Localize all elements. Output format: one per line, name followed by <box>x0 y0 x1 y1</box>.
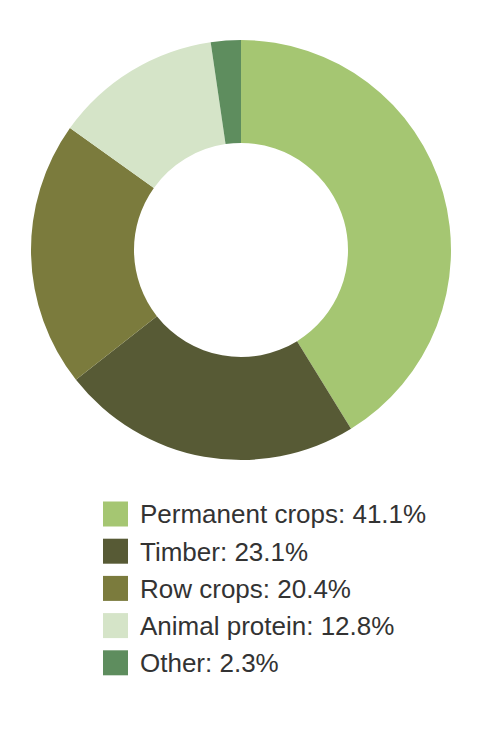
legend-swatch <box>103 650 128 675</box>
legend-label: Row crops: 20.4% <box>140 574 351 604</box>
legend-label: Other: 2.3% <box>140 648 279 678</box>
legend-swatch <box>103 613 128 638</box>
legend-swatch <box>103 539 128 564</box>
legend-label: Timber: 23.1% <box>140 537 308 567</box>
legend: Permanent crops: 41.1% Timber: 23.1% Row c… <box>103 499 426 678</box>
legend-label: Animal protein: 12.8% <box>140 611 394 641</box>
legend-entry: Animal protein: 12.8% <box>103 611 394 641</box>
legend-entry: Other: 2.3% <box>103 648 279 678</box>
legend-entry: Permanent crops: 41.1% <box>103 499 426 529</box>
chart: Permanent crops: 41.1% Timber: 23.1% Row c… <box>0 0 480 736</box>
legend-label: Permanent crops: 41.1% <box>140 499 426 529</box>
legend-entry: Timber: 23.1% <box>103 537 308 567</box>
slices <box>31 40 451 460</box>
legend-entry: Row crops: 20.4% <box>103 574 351 604</box>
slice <box>70 42 226 188</box>
slice <box>211 40 241 144</box>
legend-swatch <box>103 576 128 601</box>
legend-swatch <box>103 502 128 527</box>
